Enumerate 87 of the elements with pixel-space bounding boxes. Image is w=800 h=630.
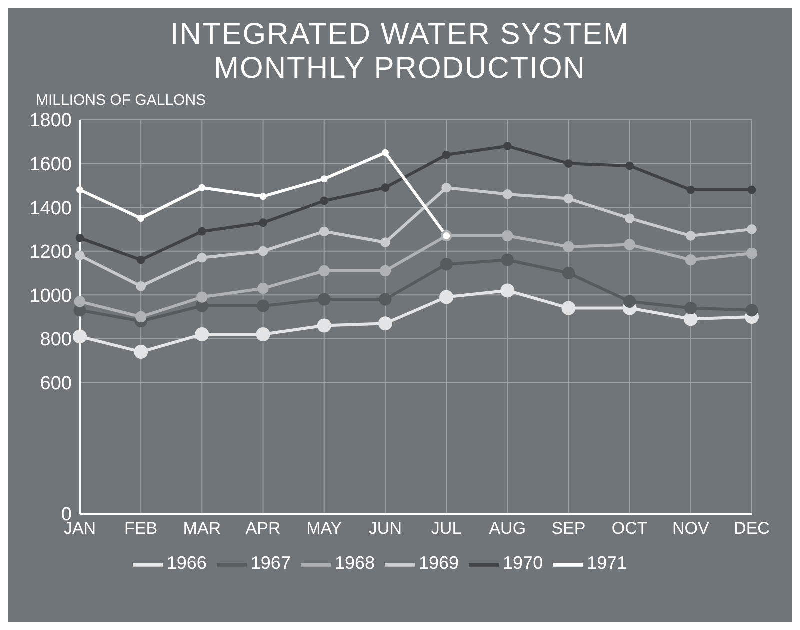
x-tick-label: APR (246, 519, 281, 538)
point (258, 246, 268, 256)
point (319, 226, 330, 237)
point (136, 281, 146, 292)
y-tick-label: 1600 (30, 154, 72, 176)
y-tick-label: 600 (40, 373, 72, 394)
point (73, 330, 87, 344)
point (684, 302, 698, 315)
point (134, 345, 148, 360)
point (442, 150, 451, 160)
point (440, 290, 454, 304)
point (75, 250, 85, 261)
legend-label: 1968 (334, 553, 375, 574)
point (74, 296, 86, 308)
x-tick-label: SEP (552, 519, 586, 538)
legend-label: 1966 (166, 553, 207, 574)
point (256, 328, 270, 342)
x-tick-label: JUL (431, 519, 462, 538)
point (502, 230, 514, 242)
point (624, 239, 636, 250)
point (746, 304, 758, 317)
legend-label: 1970 (503, 553, 544, 574)
point (198, 227, 206, 236)
point (256, 300, 270, 312)
point (382, 149, 389, 156)
point (320, 176, 328, 183)
point (258, 282, 269, 294)
x-tick-label: AUG (489, 519, 526, 538)
point (562, 301, 576, 316)
y-tick-label: 1400 (30, 198, 72, 220)
point (562, 266, 576, 280)
y-tick-label: 1000 (30, 286, 72, 307)
point (198, 184, 206, 192)
point (503, 142, 512, 150)
point (317, 318, 332, 333)
y-tick-label: 1800 (30, 110, 72, 132)
point (138, 215, 145, 222)
y-axis-title: MILLIONS OF GALLONS (36, 92, 206, 109)
point (748, 186, 756, 194)
point (686, 231, 696, 241)
legend-label: 1971 (587, 553, 628, 574)
x-tick-label: MAR (183, 519, 222, 538)
point (76, 234, 84, 242)
point (380, 265, 392, 277)
point (320, 196, 329, 206)
point (259, 218, 268, 228)
point (440, 258, 453, 271)
point (564, 194, 574, 204)
chart-subtitle: MONTHLY PRODUCTION (213, 52, 587, 86)
point (563, 241, 574, 253)
y-tick-label: 800 (40, 330, 72, 351)
x-tick-label: DEC (734, 519, 770, 538)
point (686, 186, 696, 194)
point (318, 265, 330, 277)
point (500, 284, 515, 298)
point (379, 293, 392, 306)
point (624, 214, 635, 224)
legend-label: 1969 (419, 553, 460, 574)
point (197, 253, 208, 263)
point (318, 293, 331, 306)
point (76, 186, 84, 194)
point (747, 224, 757, 234)
x-tick-label: FEB (124, 519, 158, 538)
point (626, 162, 634, 170)
y-tick-label: 1200 (30, 242, 72, 264)
point (260, 193, 267, 200)
chart-title: INTEGRATED WATER SYSTEM (169, 18, 631, 52)
x-tick-label: MAY (306, 519, 342, 538)
point (684, 312, 698, 326)
point (442, 182, 452, 193)
point (378, 316, 392, 331)
point (195, 328, 210, 342)
point (624, 295, 636, 308)
point (196, 292, 208, 303)
point (381, 184, 390, 192)
x-tick-label: OCT (612, 519, 648, 538)
x-tick-label: JUN (368, 519, 402, 538)
x-tick-label: NOV (672, 519, 710, 538)
point (564, 160, 573, 168)
point (501, 254, 514, 266)
legend-label: 1967 (250, 553, 291, 574)
point (746, 248, 758, 260)
point (380, 238, 390, 248)
point (685, 254, 697, 266)
point (502, 190, 513, 200)
point (136, 256, 146, 264)
point (135, 311, 147, 323)
